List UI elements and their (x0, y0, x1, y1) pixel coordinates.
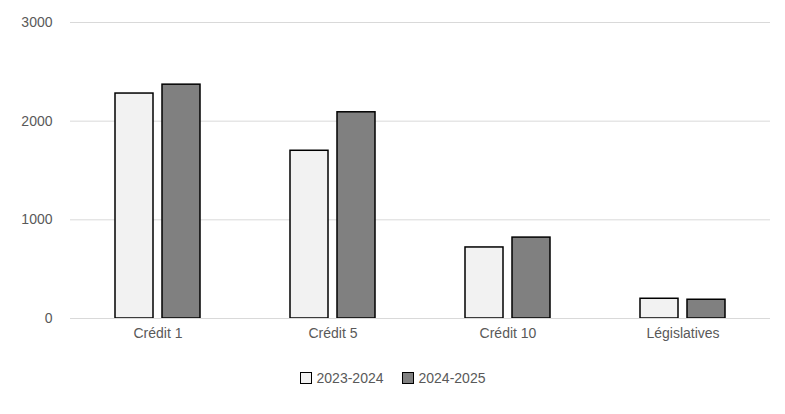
svg-text:1000: 1000 (21, 211, 52, 227)
svg-text:Crédit 10: Crédit 10 (480, 325, 537, 341)
svg-text:Législatives: Législatives (646, 325, 719, 341)
svg-text:Crédit 5: Crédit 5 (308, 325, 357, 341)
svg-text:2000: 2000 (21, 113, 52, 129)
html-text:2024-2025: 2024-2025 (418, 370, 486, 386)
svg-text:0: 0 (45, 310, 53, 326)
svg-text:Crédit 1: Crédit 1 (133, 325, 182, 341)
svg-text:3000: 3000 (21, 14, 52, 30)
html-text:2023-2024: 2023-2024 (316, 370, 384, 386)
